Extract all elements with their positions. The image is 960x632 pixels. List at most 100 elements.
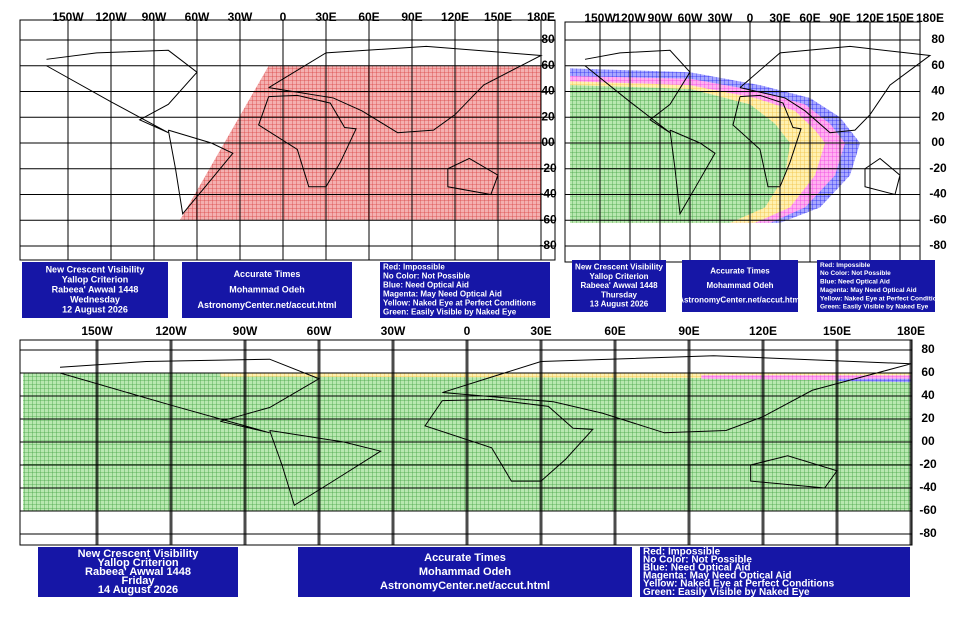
lon-label: 60W xyxy=(185,10,210,24)
lon-label: 120E xyxy=(749,324,777,338)
lat-label: 60 xyxy=(921,365,935,379)
lon-label: 150W xyxy=(52,10,84,24)
coastline xyxy=(258,94,357,188)
lat-label: -40 xyxy=(929,187,947,201)
coastline xyxy=(584,49,691,134)
info-box xyxy=(817,260,935,312)
info-text: New Crescent Visibility xyxy=(575,263,663,272)
info-text: Magenta: May Need Optical Aid xyxy=(820,287,917,294)
info-box xyxy=(298,547,632,597)
lon-label: 150W xyxy=(584,11,616,25)
lat-label: 40 xyxy=(921,388,935,402)
info-text: New Crescent Visibility xyxy=(78,548,200,560)
lon-label: 180E xyxy=(897,324,925,338)
lon-label: 180E xyxy=(916,11,944,25)
lon-label: 60W xyxy=(678,11,703,25)
info-box xyxy=(38,547,238,597)
coastline xyxy=(424,398,594,482)
lat-label: -80 xyxy=(919,526,937,540)
info-text: AstronomyCenter.net/accut.html xyxy=(380,580,550,592)
info-text: AstronomyCenter.net/accut.html xyxy=(197,300,336,310)
lat-label: -40 xyxy=(539,187,557,201)
lon-label: 0 xyxy=(464,324,471,338)
info-text: Blue: Need Optical Aid xyxy=(820,279,890,286)
lat-label: -60 xyxy=(539,212,557,226)
info-text: Rabeea' Awwal 1448 xyxy=(52,284,139,294)
lat-label: 60 xyxy=(541,58,555,72)
info-text: No Color: Not Possible xyxy=(820,270,891,277)
lat-label: 80 xyxy=(931,32,945,46)
info-text: Yallop Criterion xyxy=(62,274,129,284)
info-box xyxy=(22,262,168,318)
lon-label: 30W xyxy=(708,11,733,25)
lat-label: -20 xyxy=(929,161,947,175)
info-text: 13 August 2026 xyxy=(590,300,649,309)
info-text: AstronomyCenter.net/accut.html xyxy=(678,296,802,305)
info-text: No Color: Not Possible xyxy=(383,272,471,281)
lat-label: 80 xyxy=(541,32,555,46)
coastline xyxy=(864,157,901,196)
info-text: Mohammad Odeh xyxy=(229,284,305,294)
info-box xyxy=(682,260,798,312)
lat-label: -80 xyxy=(929,238,947,252)
info-text: Rabeea' Awwal 1448 xyxy=(580,281,658,290)
info-text: No Color: Not Possible xyxy=(643,555,752,566)
lon-label: 180E xyxy=(527,10,555,24)
lon-label: 30E xyxy=(315,10,336,24)
coastline xyxy=(750,455,838,489)
info-text: Blue: Need Optical Aid xyxy=(383,281,469,290)
coastline xyxy=(447,157,499,196)
lat-label: 20 xyxy=(541,109,555,123)
lon-label: 120W xyxy=(614,11,646,25)
lon-label: 90W xyxy=(648,11,673,25)
coastline xyxy=(59,358,321,434)
lat-label: -60 xyxy=(919,503,937,517)
lon-label: 0 xyxy=(280,10,287,24)
info-text: Yellow: Naked Eye at Perfect Conditions xyxy=(643,579,835,590)
lat-label: 00 xyxy=(921,434,935,448)
info-text: Mohammad Odeh xyxy=(419,566,512,578)
lon-label: 150E xyxy=(823,324,851,338)
info-text: Yellow: Naked Eye at Perfect Conditions xyxy=(383,299,536,308)
info-text: Accurate Times xyxy=(234,269,301,279)
info-text: Mohammad Odeh xyxy=(706,281,773,290)
lat-label: -20 xyxy=(539,161,557,175)
lat-label: -20 xyxy=(919,457,937,471)
lat-label: 40 xyxy=(541,84,555,98)
info-text: Rabeea' Awwal 1448 xyxy=(85,566,191,578)
info-box xyxy=(380,262,550,318)
lon-label: 90W xyxy=(142,10,167,24)
lon-label: 90E xyxy=(829,11,850,25)
lon-label: 150E xyxy=(484,10,512,24)
info-text: Accurate Times xyxy=(710,267,770,276)
info-text: 14 August 2026 xyxy=(98,584,178,596)
info-text: Yellow: Naked Eye at Perfect Conditions xyxy=(820,295,945,302)
info-text: Red: Impossible xyxy=(383,263,445,272)
lat-label: -60 xyxy=(929,212,947,226)
lon-label: 0 xyxy=(747,11,754,25)
info-text: Green: Easily Visible by Naked Eye xyxy=(643,587,810,598)
info-text: Green: Easily Visible by Naked Eye xyxy=(820,304,929,311)
info-box xyxy=(182,262,352,318)
lon-label: 60E xyxy=(799,11,820,25)
lon-label: 30E xyxy=(530,324,551,338)
info-box xyxy=(640,547,910,597)
lat-label: 80 xyxy=(921,342,935,356)
lon-label: 30W xyxy=(381,324,406,338)
lat-label: 00 xyxy=(931,135,945,149)
lat-label: -40 xyxy=(919,480,937,494)
lon-label: 30W xyxy=(228,10,253,24)
lon-label: 120W xyxy=(155,324,187,338)
lon-label: 60W xyxy=(307,324,332,338)
info-text: Magenta: May Need Optical Aid xyxy=(383,290,502,299)
lat-label: -80 xyxy=(539,238,557,252)
lat-label: 20 xyxy=(921,411,935,425)
info-text: New Crescent Visibility xyxy=(46,264,145,274)
lon-label: 120E xyxy=(441,10,469,24)
lon-label: 120W xyxy=(95,10,127,24)
lat-label: 40 xyxy=(931,84,945,98)
